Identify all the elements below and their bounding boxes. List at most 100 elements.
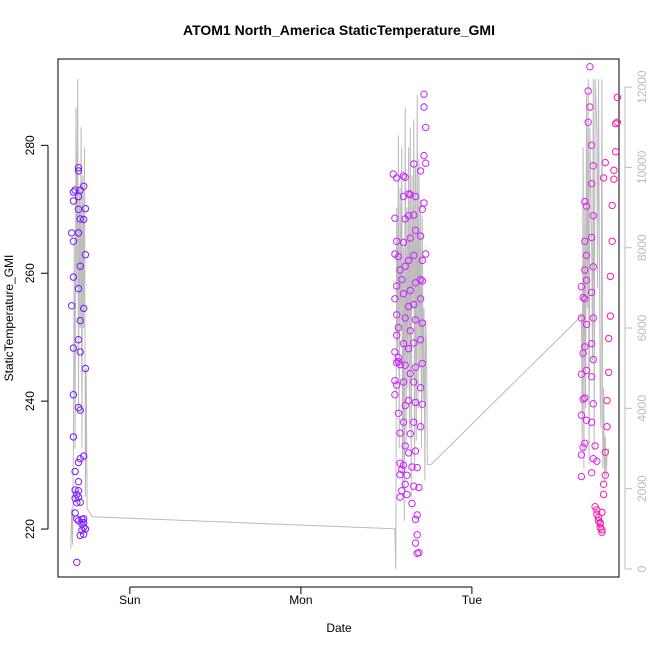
data-point xyxy=(587,339,596,348)
data-point xyxy=(74,336,83,344)
data-point xyxy=(69,391,78,399)
data-point xyxy=(411,226,420,235)
data-point xyxy=(611,119,620,128)
data-point xyxy=(420,90,428,98)
data-point xyxy=(577,472,586,481)
y-tick-label: 280 xyxy=(23,135,37,155)
data-point xyxy=(76,215,84,223)
data-point xyxy=(413,511,421,519)
data-point xyxy=(581,343,589,351)
data-point xyxy=(416,336,425,344)
data-point xyxy=(586,103,594,111)
chart-title: ATOM1 North_America StaticTemperature_GM… xyxy=(183,22,495,38)
data-point xyxy=(391,391,399,399)
data-point xyxy=(69,344,78,352)
data-point xyxy=(589,355,597,364)
data-point xyxy=(399,172,408,180)
y-axis: 220 240 260 280 xyxy=(23,135,49,539)
data-point xyxy=(605,334,613,343)
data-point xyxy=(416,423,425,431)
data-point xyxy=(68,229,76,237)
data-point xyxy=(406,369,414,378)
data-point xyxy=(406,190,414,199)
data-point xyxy=(404,449,413,457)
data-point xyxy=(404,345,413,353)
data-point xyxy=(420,103,428,111)
data-point xyxy=(81,251,90,259)
data-point xyxy=(418,400,426,408)
y2-tick-label: 4000 xyxy=(635,395,649,422)
data-point xyxy=(403,471,411,479)
x-axis: Sun Mon Tue xyxy=(119,586,483,607)
data-point xyxy=(586,62,594,71)
data-point xyxy=(76,498,84,506)
data-point xyxy=(579,395,587,403)
data-point xyxy=(587,373,596,381)
y-tick-label: 260 xyxy=(23,263,37,283)
data-point xyxy=(413,531,421,539)
data-point xyxy=(406,327,414,335)
y2-tick-label: 2000 xyxy=(635,475,649,502)
data-point xyxy=(411,447,420,455)
data-point xyxy=(391,348,399,356)
data-point xyxy=(411,363,420,371)
data-point xyxy=(582,202,591,210)
data-point xyxy=(80,182,88,191)
data-point xyxy=(393,311,401,319)
data-point xyxy=(73,558,81,566)
data-point xyxy=(398,275,406,284)
data-point xyxy=(606,312,615,320)
data-point xyxy=(598,526,606,534)
data-point xyxy=(589,314,597,322)
data-point xyxy=(415,483,423,492)
data-point xyxy=(584,118,592,127)
data-point xyxy=(416,384,425,392)
data-point xyxy=(582,276,591,284)
data-point xyxy=(603,396,611,405)
data-point xyxy=(399,238,408,247)
data-point xyxy=(406,286,414,295)
data-point xyxy=(606,272,615,281)
data-point xyxy=(581,197,589,206)
data-point xyxy=(418,256,426,265)
x-tick-label: Sun xyxy=(119,593,140,607)
data-point xyxy=(401,314,409,322)
data-point xyxy=(401,262,409,270)
data-point xyxy=(582,366,591,375)
data-point xyxy=(80,215,88,224)
data-point xyxy=(579,293,587,302)
data-point xyxy=(81,364,90,373)
data-point xyxy=(411,279,420,287)
data-point xyxy=(589,263,597,271)
y2-tick-label: 0 xyxy=(635,565,649,572)
data-point xyxy=(74,458,83,467)
data-point xyxy=(416,295,425,303)
data-point xyxy=(71,467,79,476)
data-point xyxy=(404,256,413,265)
data-point xyxy=(391,377,399,385)
data-point xyxy=(581,439,589,447)
data-point xyxy=(394,252,403,261)
data-point xyxy=(394,409,403,417)
x-tick-label: Tue xyxy=(462,593,483,607)
data-point xyxy=(410,378,418,386)
data-point xyxy=(406,234,414,242)
data-point xyxy=(76,348,84,356)
data-point xyxy=(394,353,403,362)
data-point xyxy=(396,429,404,437)
data-point xyxy=(587,141,596,150)
line-series xyxy=(70,79,610,570)
data-point xyxy=(582,251,591,260)
data-point xyxy=(598,508,606,517)
data-point xyxy=(74,205,83,214)
data-point xyxy=(603,423,611,431)
data-point xyxy=(393,331,401,339)
data-point xyxy=(601,448,609,456)
data-point xyxy=(577,370,586,378)
data-point xyxy=(76,262,84,270)
data-point xyxy=(389,170,397,178)
data-point xyxy=(393,282,401,290)
data-point xyxy=(396,493,404,501)
data-point xyxy=(587,180,596,188)
